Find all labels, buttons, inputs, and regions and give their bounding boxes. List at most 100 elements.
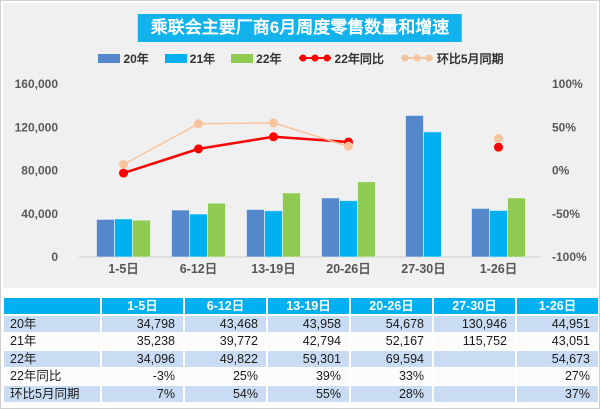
page-title: 乘联会主要厂商6月周度零售数量和增速 [137,14,463,42]
table-cell: 34,096 [102,350,183,367]
table-row-环比5月同期: 环比5月同期 7% 54% 55% 28% 37% [4,385,598,402]
line-point-环比5月同期-1-5日 [119,159,128,169]
bar-22年-20-26日 [357,181,376,258]
bar-22年-1-5日 [132,219,151,258]
table-header-cell [4,298,100,314]
table-cell: 34,798 [102,315,183,332]
table-cell: -3% [102,368,183,384]
table-header-cell: 13-19日 [268,298,349,314]
y-axis-left-tick-label: 120,000 [15,120,59,134]
line-point-22年同比-1-5日 [119,168,128,178]
legend-item-3: 22年同比 [298,50,384,67]
y-axis-right-tick-label: 0% [552,164,570,178]
chart-area: 0 40,000 80,000 120,000 160,000 -100% -50% 0% 50… [1,63,599,285]
table-cell: 69,594 [351,350,432,367]
data-table: 1-5日 6-12日 13-19日 20-26日 27-30日 1-26日 20年 34,79… [1,288,599,408]
bar-21年-6-12日 [189,213,208,258]
x-axis-label: 1-5日 [108,262,139,276]
table-row-22年: 22年 34,096 49,822 59,301 69,594 54,673 [4,350,598,367]
bar-20年-20-26日 [321,197,340,258]
table-cell: 43,958 [268,315,349,332]
bar-22年-13-19日 [282,192,301,258]
bar-21年-27-30日 [423,131,442,258]
table-cell: 130,946 [434,315,515,332]
table-cell: 28% [351,385,432,402]
row-label-cell: 22年 [4,350,100,367]
bar-22年-6-12日 [207,202,226,258]
bar-20年-1-26日 [471,207,490,258]
table-cell: 39,772 [185,333,266,349]
x-axis-label: 13-19日 [251,262,295,276]
y-axis-left-tick-label: 40,000 [21,207,58,221]
table-cell [434,385,515,402]
row-label-cell: 22年同比 [4,368,100,384]
x-axis-label: 27-30日 [401,262,445,276]
table-header-cell: 20-26日 [351,298,432,314]
trend-line-环比5月同期 [198,122,274,125]
legend-bar-swatch [98,53,121,63]
table-header-cell: 6-12日 [185,298,266,314]
x-axis-label: 6-12日 [180,262,218,276]
legend-label: 环比5月同期 [436,51,504,66]
trend-line-环比5月同期 [123,123,199,166]
table-cell: 27% [517,368,598,384]
table-cell: 115,752 [434,333,515,349]
table-cell: 54,673 [517,350,598,367]
y-axis-left-tick-label: 80,000 [21,164,58,178]
trend-line-22年同比 [123,147,199,175]
bar-20年-6-12日 [171,209,190,258]
legend-bar-swatch [231,53,254,63]
legend-line-swatch [400,54,433,62]
bar-21年-13-19日 [264,210,283,258]
table-cell: 43,051 [517,333,598,349]
row-label-cell: 环比5月同期 [4,385,100,402]
legend-item-1: 21年 [164,50,215,67]
legend-bar-swatch [164,53,187,63]
line-point-22年同比-1-26日 [494,142,503,152]
table-cell: 35,238 [102,333,183,349]
table-cell: 7% [102,385,183,402]
table-cell [434,350,515,367]
chart-plot: 0 40,000 80,000 120,000 160,000 -100% -50% 0% 50… [15,77,587,276]
legend-line-swatch [298,54,331,62]
y-axis-right-tick-label: 100% [552,77,583,91]
table-cell: 39% [268,368,349,384]
bar-20年-13-19日 [246,208,265,258]
row-label-cell: 21年 [4,333,100,349]
line-point-环比5月同期-13-19日 [269,118,278,128]
table-cell [434,368,515,384]
legend-label: 22年 [256,51,282,66]
table-cell: 52,167 [351,333,432,349]
line-point-22年同比-6-12日 [194,144,203,154]
table-cell: 55% [268,385,349,402]
x-axis-label: 1-26日 [480,262,518,276]
trend-line-环比5月同期 [273,122,349,147]
table-row-21年: 21年 35,238 39,772 42,794 52,167 115,752 43,051 [4,333,598,349]
bar-20年-27-30日 [405,114,424,258]
row-label-cell: 20年 [4,315,100,332]
table-header-cell: 1-26日 [517,298,598,314]
y-axis-left-tick-label: 160,000 [15,77,59,91]
legend-label: 22年同比 [334,51,384,66]
x-axis-label: 20-26日 [326,262,370,276]
legend-item-4: 环比5月同期 [400,50,504,67]
line-point-环比5月同期-6-12日 [194,119,203,129]
line-point-环比5月同期-20-26日 [344,141,353,151]
trend-line-22年同比 [273,135,349,144]
legend-item-2: 22年 [231,50,282,67]
table-cell: 54% [185,385,266,402]
chart-legend: 20年 21年 22年 22年同比 环比5月同期 [1,49,599,67]
trend-line-22年同比 [198,135,274,151]
line-point-22年同比-13-19日 [269,132,278,142]
table-cell: 49,822 [185,350,266,367]
legend-item-0: 20年 [98,50,149,67]
y-axis-right-tick-label: -100% [552,250,587,264]
table-cell: 43,468 [185,315,266,332]
table-row-20年: 20年 34,798 43,468 43,958 54,678 130,946 44,951 [4,315,598,332]
y-axis-right-tick-label: 50% [552,120,576,134]
table-header-cell: 27-30日 [434,298,515,314]
table-cell: 42,794 [268,333,349,349]
bar-22年-1-26日 [507,197,526,258]
table-cell: 59,301 [268,350,349,367]
y-axis-left-tick-label: 0 [51,250,58,264]
